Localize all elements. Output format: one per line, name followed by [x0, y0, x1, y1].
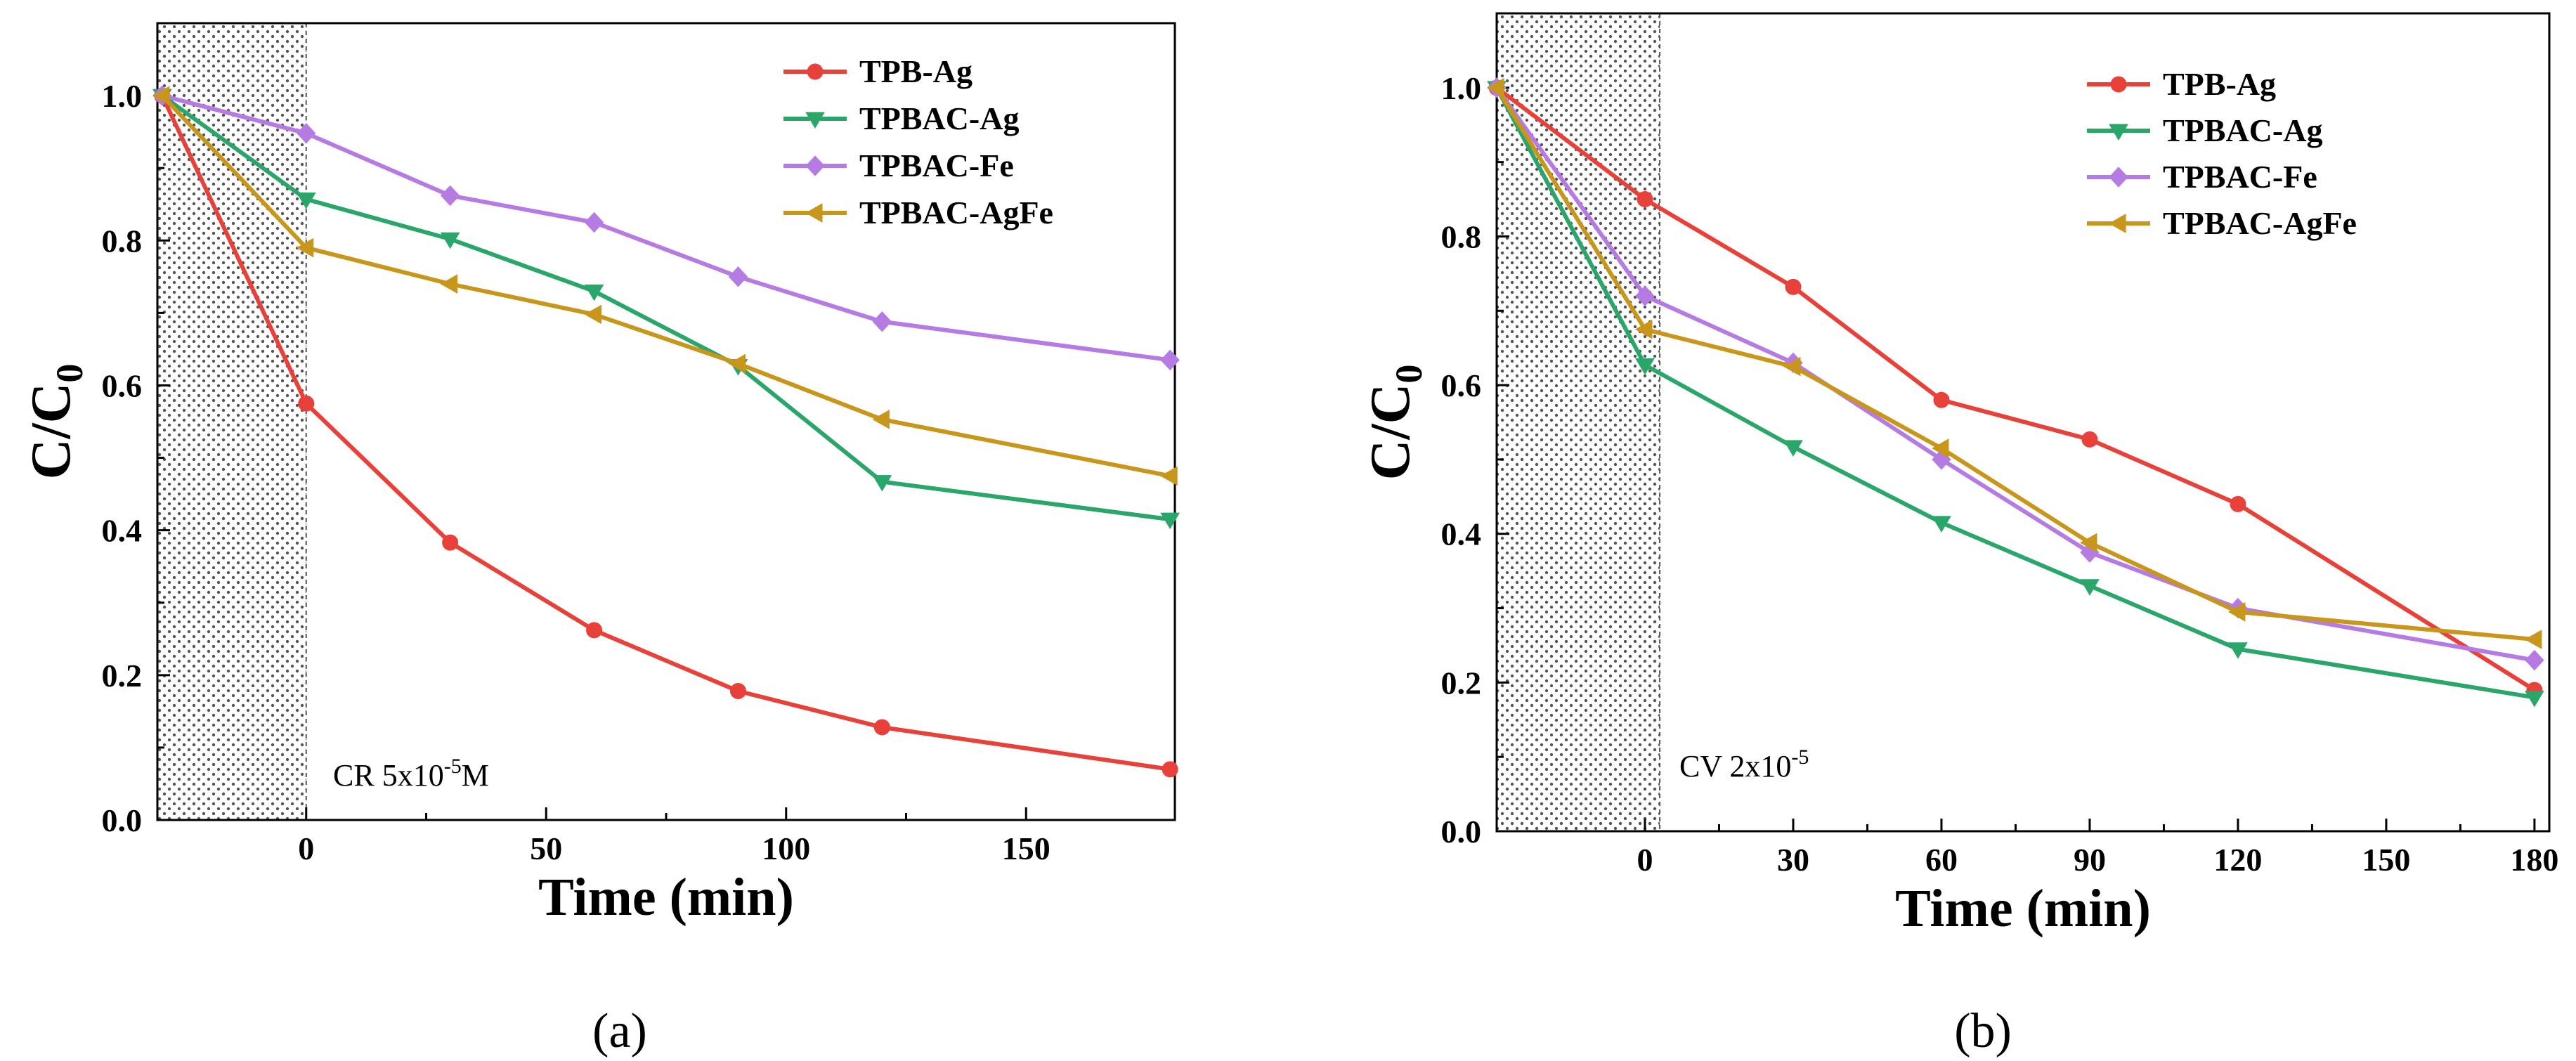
y-tick-label: 1.0 [102, 78, 143, 114]
x-tick-label: 0 [298, 831, 314, 866]
data-point-TPBAC-Ag [2525, 691, 2544, 708]
legend-label: TPBAC-AgFe [2163, 205, 2357, 241]
x-axis-label: Time (min) [1895, 879, 2151, 938]
legend-marker-TPB-Ag [807, 63, 824, 80]
legend-label: TPBAC-Fe [2163, 159, 2317, 195]
data-point-TPBAC-Fe [728, 266, 748, 287]
data-point-TPBAC-AgFe [1486, 77, 1504, 98]
data-point-TPB-Ag [1162, 761, 1178, 778]
x-tick-label: 0 [1637, 842, 1653, 878]
panel-a: 0.0 0.2 0.4 0.6 0.8 1.0 0 50 100 150 Time (min) C/C… [20, 22, 1180, 1058]
data-point-TPB-Ag [586, 622, 603, 639]
data-point-TPBAC-Fe [2525, 649, 2544, 671]
data-point-TPBAC-Ag [2228, 642, 2248, 659]
panel-b: 0.0 0.2 0.4 0.6 0.8 1.0 0 30 60 90 120 150 180 Time (… [1360, 12, 2558, 1058]
data-point-TPBAC-Ag [2080, 579, 2100, 596]
x-tick-label: 120 [2213, 842, 2262, 878]
data-point-TPB-Ag [1637, 191, 1653, 208]
data-point-TPBAC-AgFe [728, 353, 746, 374]
y-axis-label: C/C0 [20, 364, 91, 480]
data-point-TPBAC-AgFe [2227, 601, 2246, 622]
y-tick-label: 0.8 [102, 223, 143, 259]
legend-marker-TPBAC-Ag [2109, 124, 2128, 141]
y-tick-label: 0.0 [1441, 814, 1482, 850]
data-point-TPB-Ag [729, 682, 746, 699]
legend-marker-TPBAC-Ag [805, 112, 825, 129]
data-point-TPBAC-Fe [297, 122, 316, 144]
dark-region-shading [157, 23, 306, 820]
series-line-TPBAC-Ag [161, 93, 1171, 522]
panel-label: (a) [592, 1004, 647, 1058]
y-tick-label: 0.2 [102, 658, 143, 694]
data-point-TPBAC-Fe [1635, 285, 1655, 306]
legend-marker-TPBAC-AgFe [2108, 214, 2126, 233]
data-point-TPB-Ag [1933, 391, 1950, 408]
data-point-TPBAC-AgFe [1634, 319, 1653, 339]
x-tick-label: 60 [1925, 842, 1958, 878]
legend-label: TPB-Ag [859, 53, 972, 89]
data-point-TPBAC-Ag [296, 193, 316, 209]
plot-frame [156, 22, 1176, 821]
data-point-TPB-Ag [1785, 278, 1802, 295]
panel-label: (b) [1954, 1004, 2012, 1058]
data-point-TPBAC-Ag [1932, 516, 1951, 533]
data-point-TPBAC-Ag [1783, 440, 1803, 457]
data-point-TPBAC-AgFe [2524, 630, 2542, 649]
legend-marker-TPBAC-Fe [805, 155, 825, 176]
y-tick-label: 0.6 [102, 367, 143, 403]
data-point-TPBAC-Fe [440, 185, 460, 207]
data-point-TPBAC-Ag [872, 475, 892, 492]
plot-frame [1495, 12, 2551, 833]
data-point-TPBAC-AgFe [872, 410, 890, 429]
legend-label: TPBAC-Ag [2163, 112, 2322, 148]
y-tick-label: 0.4 [1441, 516, 1482, 552]
data-point-TPBAC-Ag [584, 284, 604, 301]
data-point-TPBAC-Fe [1160, 349, 1180, 371]
data-point-TPBAC-Ag [440, 232, 460, 249]
data-point-TPBAC-AgFe [440, 274, 458, 294]
data-point-TPBAC-AgFe [584, 304, 602, 325]
x-axis-label: Time (min) [538, 868, 794, 927]
data-point-TPB-Ag [442, 534, 459, 551]
y-tick-label: 1.0 [1441, 70, 1482, 106]
data-point-TPBAC-Ag [1635, 358, 1655, 375]
data-point-TPBAC-Ag [1160, 512, 1180, 530]
x-tick-label: 150 [2362, 842, 2410, 878]
series-line-TPBAC-AgFe [160, 94, 1171, 479]
x-tick-label: 50 [530, 831, 562, 866]
legend-marker-TPBAC-Fe [2109, 167, 2128, 188]
data-point-TPBAC-Fe [872, 311, 892, 332]
y-tick-label: 0.6 [1441, 367, 1482, 403]
data-point-TPB-Ag [873, 719, 890, 736]
y-tick-label: 0.4 [102, 513, 143, 549]
y-axis-label: C/C0 [1360, 365, 1430, 481]
data-point-TPBAC-AgFe [296, 237, 314, 258]
data-point-TPB-Ag [2081, 431, 2098, 448]
data-point-TPBAC-AgFe [1783, 356, 1801, 377]
data-point-TPB-Ag [2230, 495, 2246, 512]
x-tick-label: 180 [2510, 842, 2558, 878]
x-tick-label: 150 [1002, 831, 1050, 866]
legend-marker-TPB-Ag [2110, 76, 2127, 93]
x-tick-label: 100 [762, 831, 810, 866]
y-tick-label: 0.8 [1441, 219, 1482, 254]
data-point-TPBAC-AgFe [1931, 438, 1949, 458]
data-point-TPBAC-AgFe [2079, 533, 2097, 553]
legend-label: TPBAC-Ag [859, 100, 1019, 136]
x-tick-label: 30 [1777, 842, 1809, 878]
data-point-TPBAC-AgFe [1160, 466, 1178, 486]
legend-label: TPB-Ag [2163, 66, 2276, 102]
y-tick-label: 0.2 [1441, 665, 1482, 701]
condition-annotation: CV 2x10-5 [1679, 746, 1809, 783]
x-tick-label: 90 [2074, 842, 2106, 878]
y-tick-label: 0.0 [102, 802, 143, 838]
legend-label: TPBAC-Fe [859, 148, 1014, 183]
condition-annotation: CR 5x10-5M [333, 755, 489, 793]
data-point-TPBAC-AgFe [152, 86, 170, 105]
data-point-TPB-Ag [298, 395, 315, 412]
legend-label: TPBAC-AgFe [859, 195, 1053, 230]
legend-marker-TPBAC-AgFe [805, 203, 823, 223]
data-point-TPBAC-Fe [584, 211, 604, 233]
